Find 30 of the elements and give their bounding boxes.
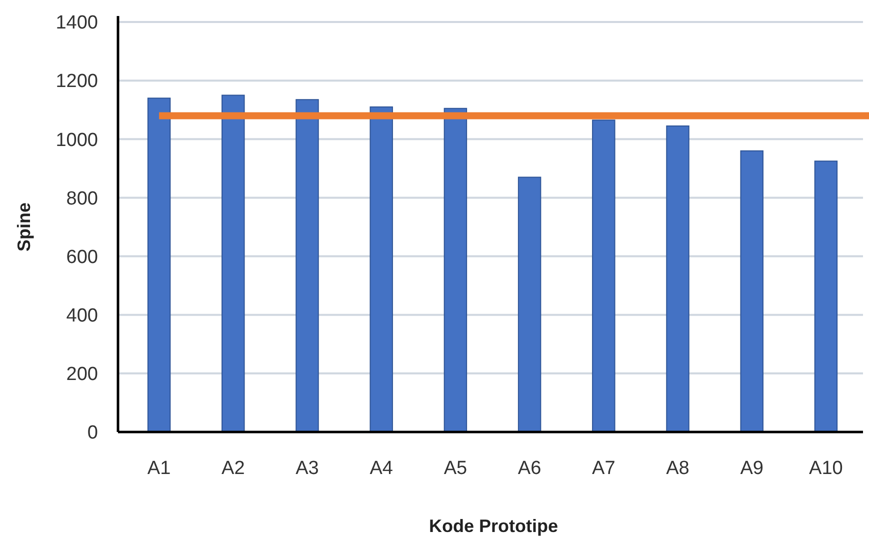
x-tick-label: A4 (370, 458, 394, 479)
x-tick-label: A2 (222, 458, 245, 479)
bar (444, 108, 468, 432)
bar (296, 99, 319, 432)
bar (518, 176, 542, 432)
x-tick-label: A3 (296, 458, 319, 479)
x-tick-label: A7 (592, 458, 616, 479)
bar (222, 94, 245, 432)
x-tick-label: A8 (666, 458, 690, 479)
y-tick-label: 0 (87, 422, 98, 444)
bar (147, 98, 171, 432)
bar (814, 160, 838, 432)
y-tick-label: 800 (66, 188, 98, 210)
y-tick-label: 1400 (56, 12, 98, 34)
bar (370, 106, 393, 432)
y-tick-label: 200 (66, 364, 98, 386)
y-tick-label: 1000 (56, 130, 98, 151)
x-tick-label: A5 (444, 458, 468, 479)
bar (740, 150, 764, 432)
bar (592, 120, 616, 432)
y-tick-label: 400 (66, 306, 98, 327)
y-axis-title: Spine (14, 202, 34, 252)
x-tick-label: A1 (147, 458, 171, 479)
bar (666, 125, 690, 432)
x-tick-label: A6 (518, 458, 542, 479)
y-tick-label: 1200 (56, 71, 98, 92)
x-tick-label: A9 (740, 458, 764, 479)
y-tick-label: 600 (66, 246, 98, 268)
x-axis-title: Kode Prototipe (429, 516, 558, 536)
x-tick-label: A10 (809, 458, 843, 479)
